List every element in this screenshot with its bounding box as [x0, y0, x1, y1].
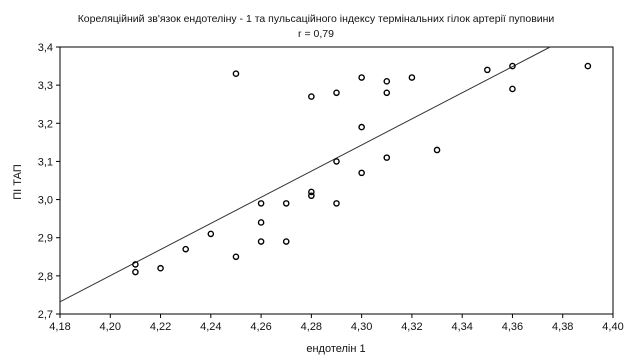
- data-point: [232, 70, 240, 77]
- data-point: [333, 89, 340, 97]
- data-point: [358, 123, 365, 131]
- y-tick-label: 3,3: [38, 80, 53, 92]
- data-point: [484, 66, 491, 74]
- data-point: [509, 85, 516, 93]
- y-tick-label: 3,0: [38, 195, 53, 207]
- x-tick-label: 4,18: [49, 321, 70, 333]
- x-tick-label: 4,24: [200, 321, 221, 333]
- y-tick-label: 3,4: [38, 42, 53, 54]
- y-axis-label: ПІ ТАП: [12, 164, 24, 200]
- data-point: [433, 146, 441, 154]
- data-points: [132, 62, 592, 276]
- data-point: [257, 200, 265, 207]
- y-tick-label: 3,1: [38, 156, 53, 168]
- plot-frame: [59, 46, 614, 315]
- data-point: [358, 74, 365, 81]
- data-point: [333, 158, 340, 165]
- x-tick-label: 4,26: [250, 321, 271, 333]
- data-point: [157, 264, 164, 272]
- chart-subtitle: r = 0,79: [298, 28, 334, 40]
- data-point: [257, 219, 265, 226]
- x-tick-label: 4,22: [150, 321, 171, 333]
- data-point: [383, 154, 391, 161]
- x-tick-label: 4,38: [552, 321, 573, 333]
- data-point: [132, 261, 139, 268]
- data-point: [308, 93, 315, 100]
- data-point: [584, 62, 592, 70]
- x-axis-label: ендотелін 1: [306, 343, 365, 355]
- data-point: [182, 245, 189, 253]
- y-tick-label: 2,9: [38, 233, 53, 245]
- data-point: [358, 169, 365, 177]
- data-point: [257, 238, 265, 245]
- y-tick-label: 2,7: [38, 309, 53, 321]
- data-point: [408, 74, 416, 81]
- x-tick-label: 4,20: [100, 321, 121, 333]
- x-tick-label: 4,32: [401, 321, 422, 333]
- x-tick-label: 4,34: [451, 321, 472, 333]
- data-point: [308, 188, 315, 196]
- y-tick-label: 2,8: [38, 271, 53, 283]
- data-point: [509, 62, 516, 70]
- data-point: [132, 268, 139, 276]
- data-point: [282, 200, 290, 207]
- data-point: [308, 192, 315, 200]
- trend-line: [59, 46, 551, 303]
- y-axis: 2,7 2,8 2,9 3,0 3,1 3,2 3,3 3,4: [38, 42, 60, 321]
- x-tick-label: 4,30: [351, 321, 372, 333]
- x-tick-label: 4,28: [301, 321, 322, 333]
- data-point: [282, 238, 290, 245]
- x-tick-label: 4,40: [602, 321, 623, 333]
- data-point: [383, 78, 391, 85]
- data-point: [207, 230, 215, 238]
- data-point: [232, 253, 240, 261]
- x-tick-label: 4,36: [502, 321, 523, 333]
- data-point: [333, 200, 340, 207]
- x-axis: 4,18 4,20 4,22 4,24 4,26 4,28 4,30 4,32 4,34 4,36…: [49, 314, 624, 333]
- chart-title: Кореляційний зв'язок ендотеліну - 1 та п…: [78, 13, 555, 25]
- y-tick-label: 3,2: [38, 118, 53, 130]
- data-point: [383, 89, 391, 97]
